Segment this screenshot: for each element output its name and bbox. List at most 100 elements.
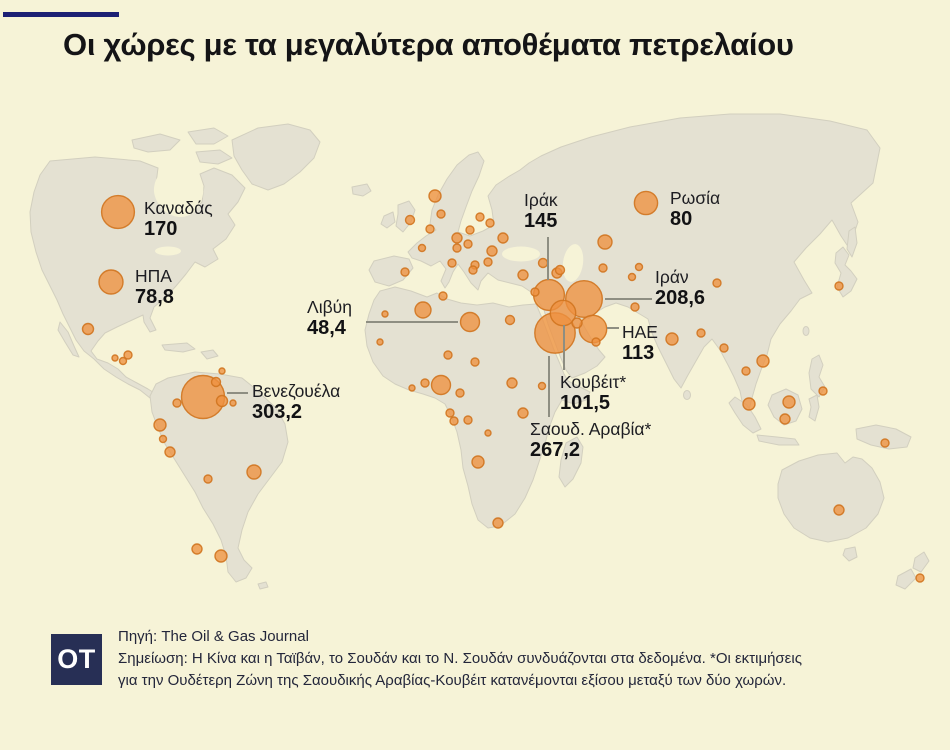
bubble-small	[158, 434, 168, 444]
bubble-small	[756, 354, 770, 368]
bubble-small	[203, 474, 213, 484]
country-name: Καναδάς	[144, 198, 213, 218]
hudson-bay	[153, 171, 204, 218]
bubble-Λιβύη	[459, 311, 481, 333]
country-name: Κουβέιτ*	[560, 372, 627, 392]
landmass-greenland	[231, 123, 321, 191]
bubble-small	[712, 278, 722, 288]
bubble-small	[425, 224, 435, 234]
bubble-small	[554, 264, 566, 276]
bubble-small	[445, 408, 455, 418]
bubble-small	[455, 388, 465, 398]
bubble-small	[123, 350, 133, 360]
bubble-small	[485, 218, 495, 228]
bubble-small	[191, 543, 203, 555]
bubble-small	[438, 291, 448, 301]
bubble-small	[246, 464, 262, 480]
bubble-small	[915, 573, 925, 583]
bubble-small	[517, 269, 529, 281]
landmass-baja	[57, 321, 80, 358]
bubble-small	[404, 214, 416, 226]
bubble-small	[428, 189, 442, 203]
country-name: ΗΑΕ	[622, 322, 658, 342]
bubble-small	[449, 416, 459, 426]
bubble-small	[571, 317, 583, 329]
bubble-small	[818, 386, 828, 396]
bubble-small	[486, 245, 498, 257]
bubble-small	[627, 272, 637, 282]
landmass-north-america	[29, 156, 246, 399]
bubble-small	[834, 281, 844, 291]
bubble-small	[719, 343, 729, 353]
bubble-small	[597, 234, 613, 250]
country-name: Ιράν	[655, 267, 689, 287]
landmass-iberia	[368, 255, 414, 287]
great-lakes	[155, 246, 181, 256]
bubble-small	[470, 357, 480, 367]
bubble-small	[210, 376, 222, 388]
bubble-small	[591, 337, 601, 347]
bubble-small	[153, 418, 167, 432]
bubble-Ρωσία	[633, 190, 659, 216]
bubble-small	[497, 232, 509, 244]
bubble-Καναδάς	[100, 194, 136, 230]
country-value: 113	[622, 342, 655, 364]
landmass-arctic-islands	[195, 149, 233, 165]
bubble-small	[451, 232, 463, 244]
country-name: Βενεζουέλα	[252, 381, 341, 401]
landmass-falklands	[257, 581, 269, 590]
bubble-small	[833, 504, 845, 516]
bubble-small	[214, 549, 228, 563]
landmass-java	[756, 434, 800, 446]
bubble-small	[443, 350, 453, 360]
country-label-saudi: Σαουδ. Αραβία* 267,2	[530, 420, 651, 462]
bubble-layer	[81, 189, 925, 583]
source-text: Πηγή: The Oil & Gas Journal	[118, 628, 309, 645]
country-label-kuwait: Κουβέιτ* 101,5	[560, 372, 627, 415]
landmass-taiwan	[802, 326, 810, 336]
bubble-small	[468, 265, 478, 275]
bubble-small	[634, 262, 644, 272]
bubble-small	[417, 243, 427, 253]
country-label-iran: Ιράν 208,6	[655, 267, 706, 310]
caspian-sea	[562, 244, 584, 282]
landmass-new-guinea	[855, 424, 912, 450]
country-label-canada: Καναδάς 170	[144, 198, 213, 241]
bubble-small	[463, 415, 473, 425]
landmass-australia	[777, 452, 885, 543]
bubble-small	[408, 384, 416, 392]
landmass-sakhalin	[846, 226, 858, 258]
bubble-small	[400, 267, 410, 277]
bubble-small	[530, 287, 540, 297]
continents-layer	[29, 113, 930, 590]
bubble-small	[465, 225, 475, 235]
bubble-small	[81, 322, 95, 336]
bubble-small	[420, 378, 430, 388]
landmass-tasmania	[842, 546, 858, 562]
bubble-small	[452, 243, 462, 253]
country-value: 170	[144, 218, 178, 240]
bubble-small	[229, 399, 237, 407]
landmass-africa	[364, 286, 591, 529]
country-value: 80	[670, 208, 693, 230]
bubble-small	[164, 446, 176, 458]
bubble-small	[118, 356, 128, 366]
ot-logo: OT	[51, 634, 102, 685]
country-value: 208,6	[655, 287, 706, 309]
bubble-small	[218, 367, 226, 375]
country-value: 78,8	[135, 286, 174, 308]
country-name: Ιράκ	[524, 190, 558, 210]
country-name: Ρωσία	[670, 188, 721, 208]
bubble-small	[484, 429, 492, 437]
footnote-line2: για την Ουδέτερη Ζώνη της Σαουδικής Αραβ…	[118, 672, 787, 689]
bubble-small	[172, 398, 182, 408]
bubble-small	[471, 455, 485, 469]
page-title: Οι χώρες με τα μεγαλύτερα αποθέματα πετρ…	[63, 27, 794, 62]
country-name: Λιβύη	[307, 297, 352, 317]
landmass-cuba	[161, 342, 196, 353]
landmass-ireland	[380, 211, 396, 229]
landmass-new-zealand	[895, 568, 917, 590]
bubble-small	[537, 381, 547, 391]
